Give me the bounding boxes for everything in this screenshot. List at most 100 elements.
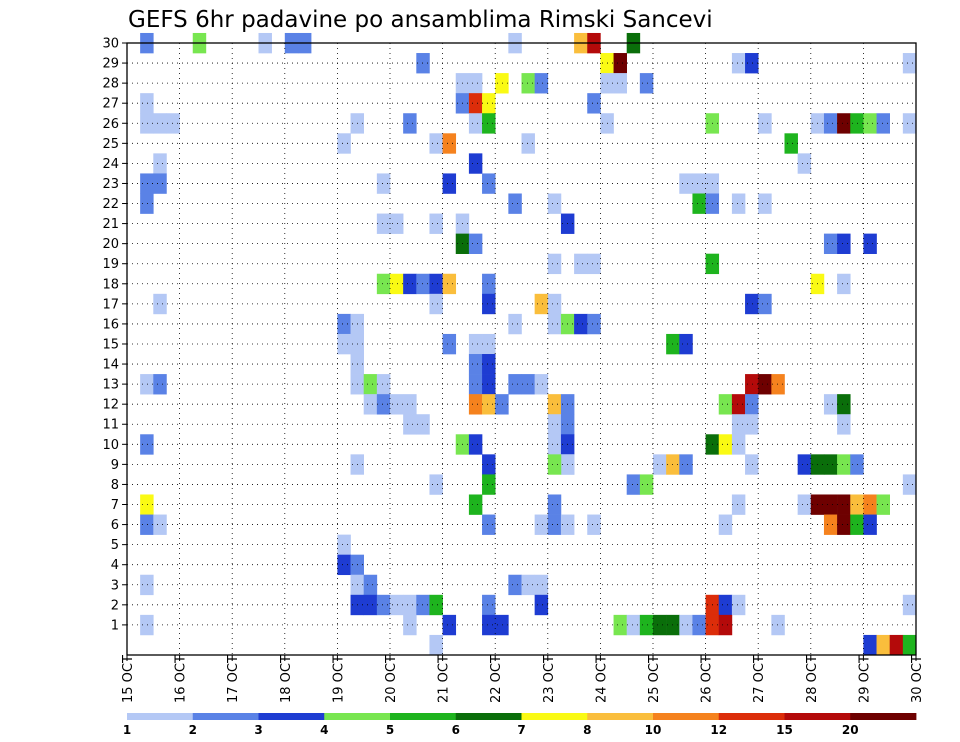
- heatmap-cell: [166, 113, 180, 134]
- heatmap-cell: [508, 193, 522, 214]
- heatmap-cell: [837, 233, 851, 254]
- heatmap-cells: [140, 32, 917, 656]
- heatmap-cell: [429, 594, 443, 616]
- heatmap-cell: [495, 394, 509, 415]
- heatmap-cell: [442, 273, 457, 295]
- heatmap-cell: [679, 333, 693, 355]
- heatmap-cell: [731, 414, 746, 435]
- heatmap-cell: [442, 133, 457, 154]
- y-tick-label: 10: [102, 438, 119, 453]
- heatmap-cell: [153, 374, 167, 395]
- heatmap-cell: [837, 113, 851, 134]
- heatmap-cell: [140, 494, 154, 515]
- colorbar-swatch: [127, 713, 194, 720]
- heatmap-cell: [363, 394, 378, 415]
- colorbar-swatch: [192, 713, 259, 720]
- x-tick-label: 30 OCT: [910, 655, 925, 703]
- heatmap-cell: [837, 414, 851, 435]
- heatmap-cell: [376, 394, 391, 415]
- colorbar-label: 10: [645, 723, 662, 737]
- heatmap-cell: [140, 374, 154, 395]
- heatmap-cell: [837, 394, 851, 415]
- heatmap-cell: [403, 614, 417, 636]
- heatmap-cell: [140, 574, 154, 596]
- heatmap-cell: [823, 394, 838, 415]
- heatmap-cell: [876, 494, 890, 515]
- heatmap-cell: [547, 514, 562, 535]
- heatmap-cell: [482, 394, 496, 415]
- heatmap-cell: [482, 474, 496, 495]
- heatmap-cell: [745, 454, 759, 475]
- heatmap-cell: [718, 614, 733, 636]
- y-tick-label: 22: [102, 197, 119, 212]
- heatmap-cell: [613, 73, 627, 94]
- y-tick-label: 24: [102, 157, 119, 172]
- heatmap-cell: [534, 374, 549, 395]
- heatmap-cell: [429, 634, 443, 656]
- heatmap-cell: [837, 514, 851, 535]
- y-tick-label: 30: [102, 37, 119, 52]
- heatmap-cell: [376, 213, 391, 234]
- colorbar-label: 5: [386, 723, 394, 737]
- heatmap-cell: [745, 414, 759, 435]
- y-axis-ticks: 1234567891011121314151617181920212223242…: [102, 37, 127, 633]
- heatmap-cell: [758, 113, 772, 134]
- heatmap-cell: [771, 374, 785, 395]
- heatmap-cell: [534, 574, 549, 596]
- heatmap-cell: [153, 293, 167, 315]
- heatmap-cell: [653, 614, 667, 636]
- y-tick-label: 26: [102, 117, 119, 132]
- heatmap-cell: [495, 73, 509, 94]
- heatmap-cell: [731, 53, 746, 74]
- heatmap-cell: [482, 93, 496, 114]
- y-tick-label: 18: [102, 277, 119, 292]
- colorbar-swatch: [521, 713, 588, 720]
- heatmap-cell: [390, 394, 404, 415]
- x-tick-label: 20 OCT: [384, 655, 399, 703]
- y-tick-label: 16: [102, 317, 119, 332]
- heatmap-cell: [521, 574, 535, 596]
- heatmap-cell: [482, 173, 496, 194]
- heatmap-cell: [758, 374, 772, 395]
- heatmap-cell: [468, 374, 483, 395]
- heatmap-cell: [429, 213, 443, 234]
- heatmap-cell: [587, 253, 601, 275]
- chart-title: GEFS 6hr padavine po ansamblima Rimski S…: [128, 7, 713, 33]
- y-tick-label: 29: [102, 57, 119, 72]
- heatmap-cell: [784, 133, 798, 154]
- heatmap-cell: [718, 514, 733, 535]
- colorbar-legend: 1 2 3 4 5 6 7 8 10 12 15 20: [123, 713, 917, 737]
- heatmap-cell: [495, 614, 509, 636]
- x-tick-label: 17 OCT: [226, 655, 241, 703]
- heatmap-cell: [718, 434, 733, 455]
- heatmap-cell: [429, 293, 443, 315]
- x-tick-label: 15 OCT: [121, 655, 136, 703]
- heatmap-cell: [797, 153, 812, 174]
- y-tick-label: 23: [102, 177, 119, 192]
- x-tick-label: 19 OCT: [331, 655, 346, 703]
- y-tick-label: 25: [102, 137, 119, 152]
- heatmap-cell: [626, 474, 641, 495]
- heatmap-cell: [587, 514, 601, 535]
- heatmap-cell: [823, 233, 838, 254]
- colorbar-swatch: [390, 713, 457, 720]
- heatmap-cell: [850, 494, 864, 515]
- heatmap-cell: [534, 73, 549, 94]
- x-tick-label: 27 OCT: [752, 655, 767, 703]
- heatmap-cell: [508, 313, 522, 335]
- heatmap-cell: [547, 414, 562, 435]
- heatmap-cell: [337, 554, 351, 576]
- heatmap-cell: [547, 434, 562, 455]
- heatmap-cell: [876, 634, 890, 656]
- heatmap-cell: [731, 434, 746, 455]
- x-tick-label: 23 OCT: [542, 655, 557, 703]
- heatmap-cell: [837, 494, 851, 515]
- heatmap-cell: [745, 293, 759, 315]
- colorbar-label: 4: [320, 723, 328, 737]
- heatmap-cell: [902, 53, 917, 74]
- heatmap-cell: [863, 514, 877, 535]
- colorbar-label: 8: [583, 723, 591, 737]
- heatmap-cell: [731, 494, 746, 515]
- heatmap-cell: [692, 614, 706, 636]
- heatmap-cell: [534, 293, 549, 315]
